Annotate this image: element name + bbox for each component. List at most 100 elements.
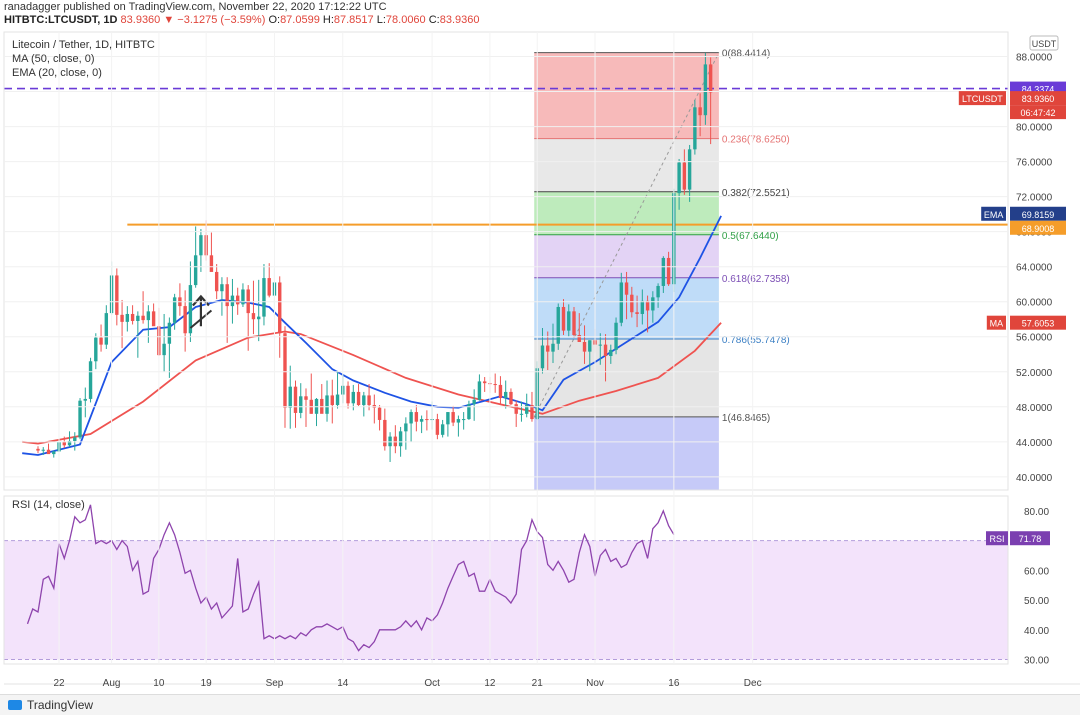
countdown-box	[1010, 105, 1066, 120]
tradingview-brand[interactable]: TradingView	[8, 698, 93, 712]
candle	[193, 226, 198, 288]
time-tick-label: 22	[53, 678, 65, 689]
candle-body	[278, 282, 282, 334]
candle-body	[130, 313, 135, 321]
candle-body	[677, 162, 681, 194]
candle-body	[619, 282, 624, 323]
candle	[467, 400, 471, 420]
candle-body	[419, 419, 424, 422]
candle	[283, 326, 287, 428]
legend-rsi: RSI (14, close)	[12, 499, 85, 511]
candle	[83, 387, 87, 418]
candle-body	[624, 282, 629, 295]
chart-canvas[interactable]: 0(88.4414) 0.236(78.6250) 0.382(72.5521) 0.…	[0, 28, 1080, 694]
last-price-label: LTCUSDT 83.9360	[958, 91, 1066, 106]
candle-body	[257, 316, 261, 320]
candle	[609, 344, 613, 364]
candle	[451, 405, 455, 427]
candle	[514, 400, 518, 427]
candle	[383, 408, 387, 451]
price-pane[interactable]: 0(88.4414) 0.236(78.6250) 0.382(72.5521) 0.…	[4, 49, 1008, 490]
candle-body	[635, 312, 639, 314]
candle	[666, 251, 671, 286]
candle	[567, 304, 571, 337]
time-tick-label: Aug	[103, 678, 121, 689]
price-tick-label: 76.0000	[1016, 158, 1053, 169]
candle-body	[651, 297, 655, 311]
candle	[125, 306, 130, 332]
candle-body	[525, 405, 529, 414]
candle	[257, 279, 261, 342]
candle	[419, 415, 424, 434]
candle-body	[73, 437, 77, 441]
ma-price-label-tag-text: MA	[990, 319, 1004, 329]
candle-body	[367, 395, 371, 406]
candle-body	[267, 278, 271, 296]
candle-body	[666, 257, 671, 285]
rsi-tag-text: RSI	[989, 534, 1004, 544]
candle-body	[440, 424, 445, 435]
price-pane-frame	[3, 31, 1009, 491]
candle-body	[120, 314, 124, 322]
candle	[477, 374, 482, 401]
candle	[498, 376, 503, 405]
brand-text: TradingView	[27, 698, 94, 712]
candle-body	[588, 340, 592, 352]
ema-price-label-value-box	[1010, 206, 1066, 221]
candle	[41, 447, 45, 455]
candle-body	[99, 337, 103, 345]
candle-body	[330, 395, 334, 406]
candle-body	[235, 295, 240, 305]
time-tick-label: Oct	[424, 678, 440, 689]
candle	[556, 303, 560, 350]
candle-body	[83, 398, 87, 401]
candle	[172, 293, 177, 330]
rsi-tick-label: 30.00	[1024, 656, 1049, 667]
candle	[472, 389, 476, 421]
candle-body	[193, 255, 198, 286]
time-tick-label: 12	[484, 678, 496, 689]
time-tick-label: 10	[153, 678, 165, 689]
candle	[183, 290, 187, 352]
candle	[409, 409, 413, 442]
candle	[115, 268, 119, 326]
candle-body	[645, 300, 650, 311]
candle	[540, 327, 545, 374]
candle	[356, 384, 361, 406]
candle-body	[251, 313, 256, 320]
candle	[293, 380, 298, 428]
candle-body	[304, 396, 308, 400]
candle	[209, 232, 214, 272]
candle	[362, 391, 366, 417]
candle-body	[493, 384, 497, 386]
candle	[299, 383, 303, 419]
candle	[546, 331, 550, 371]
candle	[640, 289, 645, 325]
price-tick-label: 52.0000	[1016, 368, 1053, 379]
candle	[687, 144, 692, 202]
candle	[651, 291, 655, 323]
candle	[36, 446, 40, 454]
rsi-band-fill	[4, 540, 1008, 660]
candle-body	[125, 313, 130, 322]
candle	[388, 432, 392, 462]
candle	[393, 425, 398, 454]
fib-trend-line	[533, 52, 720, 418]
price-tick-label: 56.0000	[1016, 333, 1053, 344]
legend-ema: EMA (20, close, 0)	[12, 67, 102, 79]
rsi-pane[interactable]	[4, 504, 1008, 661]
ma-price-label-tag	[986, 315, 1006, 330]
candle	[703, 53, 708, 125]
candle	[320, 384, 324, 414]
candle	[335, 370, 340, 409]
candle-body	[425, 419, 429, 421]
ema-price-label-tag	[981, 206, 1006, 221]
candle	[377, 405, 382, 431]
time-tick-label: 21	[532, 678, 544, 689]
tradingview-logo-icon	[8, 700, 22, 710]
ema-price-label-value-text: 69.8159	[1022, 210, 1055, 220]
candle-body	[414, 412, 419, 422]
candle	[130, 305, 135, 325]
candle-body	[477, 381, 482, 400]
candle	[561, 299, 566, 335]
